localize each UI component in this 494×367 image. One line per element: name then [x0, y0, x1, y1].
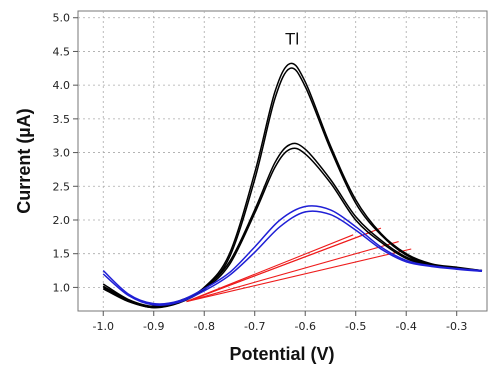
x-tick-label: -0.7	[244, 320, 265, 333]
y-tick-label: 1.0	[53, 281, 71, 294]
y-tick-label: 4.0	[53, 79, 71, 92]
y-tick-label: 4.5	[53, 45, 71, 58]
y-tick-label: 2.0	[53, 214, 71, 227]
peak-annotation: Tl	[285, 30, 299, 49]
y-tick-label: 3.0	[53, 147, 71, 160]
x-axis-ticks: -1.0 -0.9 -0.8 -0.7 -0.6 -0.5 -0.4 -0.3	[93, 311, 467, 333]
y-axis-ticks: 1.0 1.5 2.0 2.5 3.0 3.5 4.0 4.5 5.0	[53, 12, 78, 294]
y-tick-label: 2.5	[53, 180, 71, 193]
baseline-line-3	[186, 227, 382, 303]
series-lines	[102, 62, 483, 309]
x-tick-label: -0.4	[395, 320, 416, 333]
x-tick-label: -0.3	[446, 320, 467, 333]
baseline-line-4	[186, 241, 399, 303]
baseline-line-1	[186, 234, 354, 303]
y-tick-label: 3.5	[53, 113, 71, 126]
x-tick-label: -0.9	[143, 320, 164, 333]
series-line-5	[102, 205, 483, 305]
x-tick-label: -1.0	[93, 320, 114, 333]
y-axis-title: Current (µA)	[14, 108, 34, 213]
annotations: Tl	[285, 30, 299, 49]
x-tick-label: -0.6	[294, 320, 315, 333]
x-axis-title: Potential (V)	[229, 344, 334, 364]
baseline-line-5	[186, 248, 412, 303]
y-tick-label: 1.5	[53, 248, 71, 261]
series-line-4	[102, 147, 483, 309]
series-line-6	[102, 210, 483, 307]
x-tick-label: -0.5	[345, 320, 366, 333]
baseline-lines	[186, 227, 412, 303]
y-tick-label: 5.0	[53, 12, 71, 25]
x-tick-label: -0.8	[194, 320, 215, 333]
